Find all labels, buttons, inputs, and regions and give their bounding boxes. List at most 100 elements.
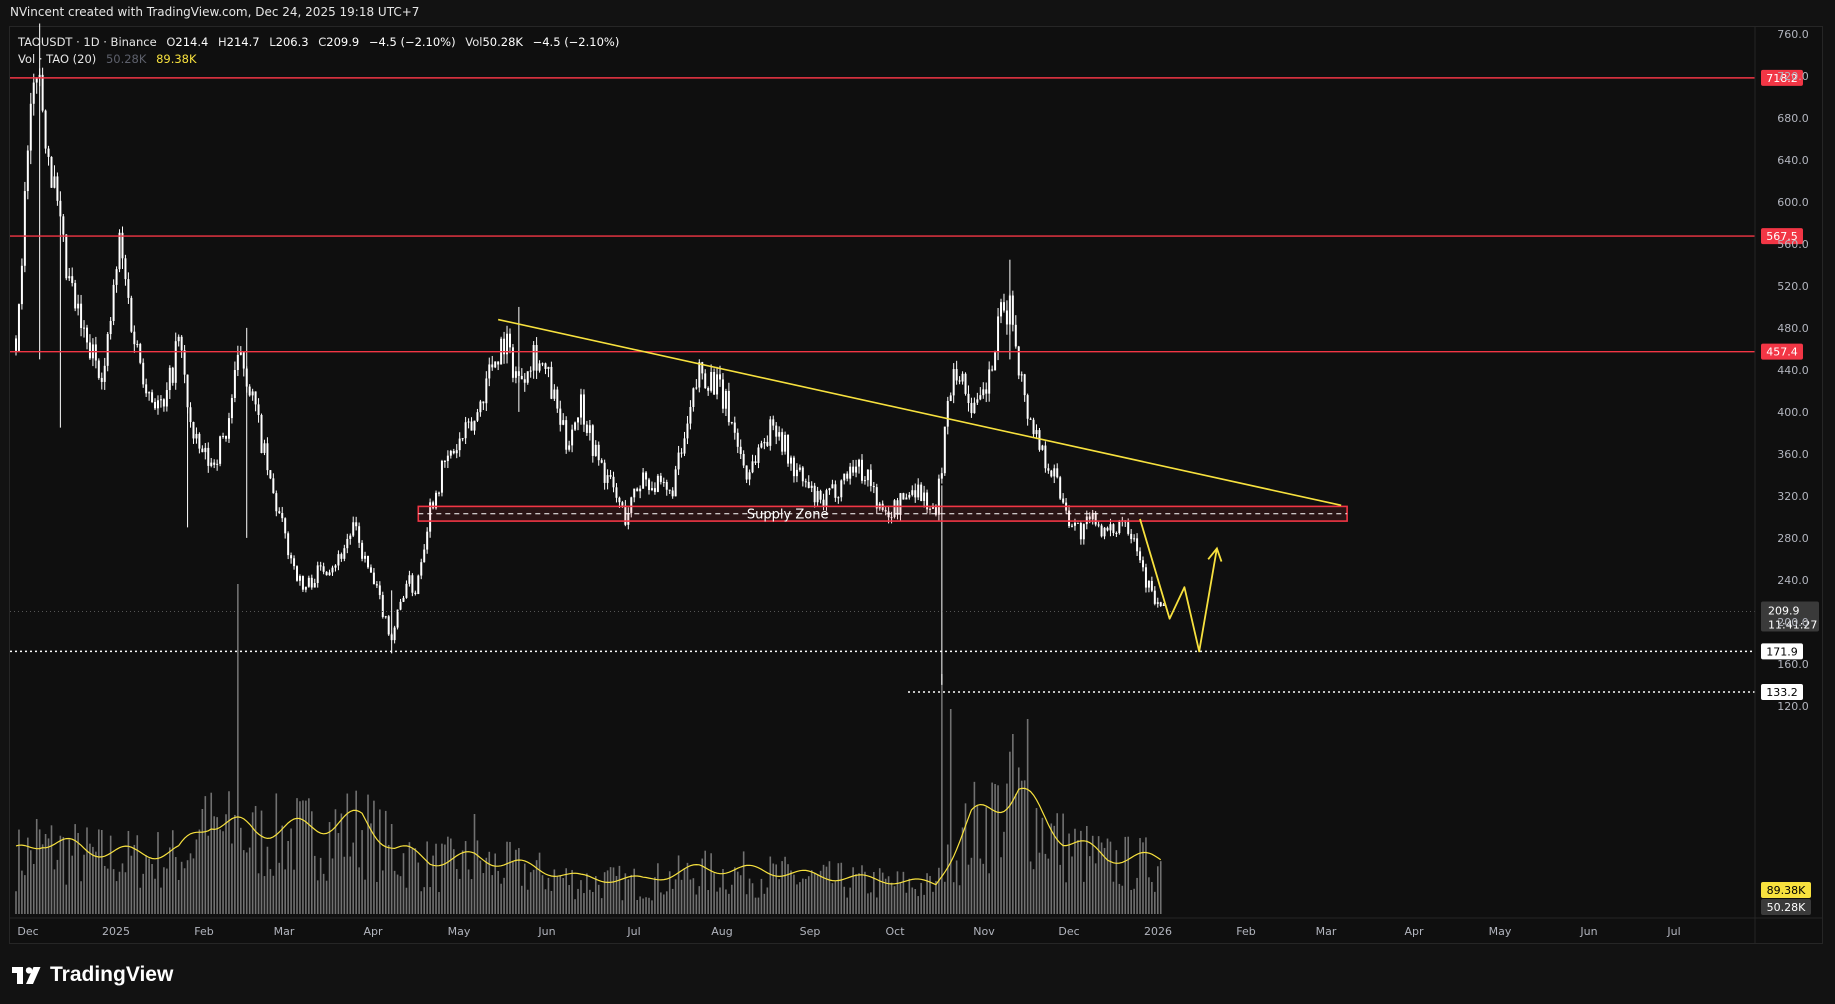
- candle-body: [1020, 374, 1023, 376]
- volume-value: 50.28K: [482, 35, 523, 49]
- volume-bar: [778, 879, 780, 914]
- symbol-info[interactable]: TAOUSDT · 1D · Binance: [18, 35, 157, 49]
- volume-bar: [899, 882, 902, 914]
- volume-bar: [896, 871, 899, 914]
- volume-bar: [183, 868, 186, 914]
- volume-bar: [914, 888, 917, 914]
- volume-bar: [53, 869, 56, 914]
- volume-bar: [935, 880, 937, 914]
- candle-body: [148, 392, 151, 394]
- time-axis[interactable]: Dec 2025 Feb Mar Apr May Jun Jul Aug Sep Oct Nov Dec…: [9, 917, 1823, 938]
- price-axis[interactable]: 120.0 160.0 200.0 240.0 280.0 320.0 360.0 400.0…: [1754, 26, 1809, 944]
- volume-bar: [769, 856, 772, 914]
- candle-body: [1044, 445, 1047, 469]
- volume-bar: [645, 897, 647, 914]
- volume-bar: [526, 889, 529, 914]
- time-tick-label: Jun: [537, 925, 555, 938]
- candle-body: [523, 379, 526, 383]
- candle-body: [275, 493, 278, 512]
- volume-bar: [1091, 835, 1094, 914]
- candle-body: [304, 586, 307, 590]
- volume-bar: [435, 843, 437, 914]
- volume-bar: [834, 881, 837, 914]
- candle-body: [1162, 604, 1165, 606]
- volume-bar: [65, 884, 68, 914]
- candle-body: [349, 535, 352, 539]
- volume-bar: [550, 890, 553, 914]
- candle-body: [810, 485, 813, 488]
- supply-zone-label: Supply Zone: [747, 508, 829, 523]
- candle-body: [44, 110, 47, 149]
- volume-bar: [751, 883, 754, 914]
- candle-body: [550, 366, 553, 399]
- candle-body: [603, 462, 606, 483]
- candle-body: [967, 393, 970, 404]
- volume-bar: [207, 835, 210, 914]
- volume-bar: [660, 892, 662, 914]
- candle-body: [423, 549, 426, 563]
- candle-body: [278, 511, 281, 514]
- volume-indicator-name[interactable]: Vol · TAO (20): [18, 52, 97, 66]
- candle-body: [340, 554, 343, 559]
- candle-body: [414, 592, 417, 595]
- candle-body: [145, 384, 148, 394]
- volume-bar: [970, 857, 973, 914]
- volume-bar: [133, 844, 136, 914]
- volume-bar: [529, 872, 532, 914]
- candle-body: [645, 472, 648, 480]
- candle-body: [683, 438, 686, 454]
- volume-bar: [961, 827, 964, 914]
- brand-logo[interactable]: TradingView: [12, 962, 173, 988]
- volume-bar: [269, 869, 272, 914]
- volume-bar: [103, 865, 106, 914]
- volume-bar: [426, 841, 428, 914]
- candle-body: [727, 390, 730, 423]
- candle-body: [1047, 468, 1050, 471]
- candle-body: [103, 365, 106, 382]
- drawings[interactable]: Supply Zone: [417, 318, 1348, 653]
- close-value: 209.9: [326, 35, 360, 49]
- volume-bar: [518, 848, 520, 914]
- volume-ma-line: [15, 787, 1162, 886]
- price-level-tag: [1761, 343, 1803, 360]
- horizontal-levels[interactable]: 718.2 567.5 457.4 171.9 133.2 209.911:41:27 89…: [10, 69, 1819, 915]
- price-level-tag-label: 133.2: [1766, 686, 1798, 699]
- volume-bar: [988, 873, 990, 914]
- volume-current-tag-label: 50.28K: [1767, 901, 1806, 914]
- candle-body: [1002, 302, 1005, 311]
- candle-body: [296, 566, 299, 581]
- volume-bar: [722, 869, 724, 914]
- candle-body: [686, 423, 689, 439]
- candle-body: [165, 390, 168, 407]
- chart-frame[interactable]: [9, 26, 1823, 944]
- candle-body: [648, 479, 651, 491]
- candle-body: [763, 441, 766, 444]
- candle-body: [1079, 522, 1082, 540]
- price-level-tag-label: 171.9: [1766, 645, 1798, 658]
- volume-bar: [1068, 833, 1070, 914]
- volume-bar: [334, 809, 337, 914]
- volume-bar: [311, 811, 313, 914]
- volume-ma-tag: [1761, 882, 1811, 898]
- candle-body: [781, 432, 784, 452]
- candle-body: [1112, 524, 1115, 533]
- volume-bar: [142, 873, 144, 914]
- candle-body: [565, 420, 568, 450]
- candle-body: [609, 475, 612, 477]
- candle-body: [627, 512, 630, 525]
- candle-body: [372, 572, 375, 585]
- volume-bar: [127, 830, 130, 914]
- volume-indicator-row[interactable]: Vol · TAO (20) 50.28K 89.38K: [18, 51, 619, 68]
- volume-bar: [799, 882, 801, 914]
- candle-body: [1073, 522, 1076, 526]
- time-tick-label: Feb: [1236, 925, 1255, 938]
- candle-body: [949, 395, 952, 401]
- candle-body: [68, 276, 71, 279]
- volume-bar: [455, 869, 458, 914]
- volume-bar: [1130, 889, 1132, 914]
- high-label: H: [217, 35, 227, 49]
- candle-body: [446, 455, 449, 462]
- volume-bar: [408, 842, 411, 914]
- volume-bar: [1009, 751, 1011, 914]
- price-chart[interactable]: 718.2567.5457.4171.9133.2209.911:41:2789…: [0, 0, 1835, 944]
